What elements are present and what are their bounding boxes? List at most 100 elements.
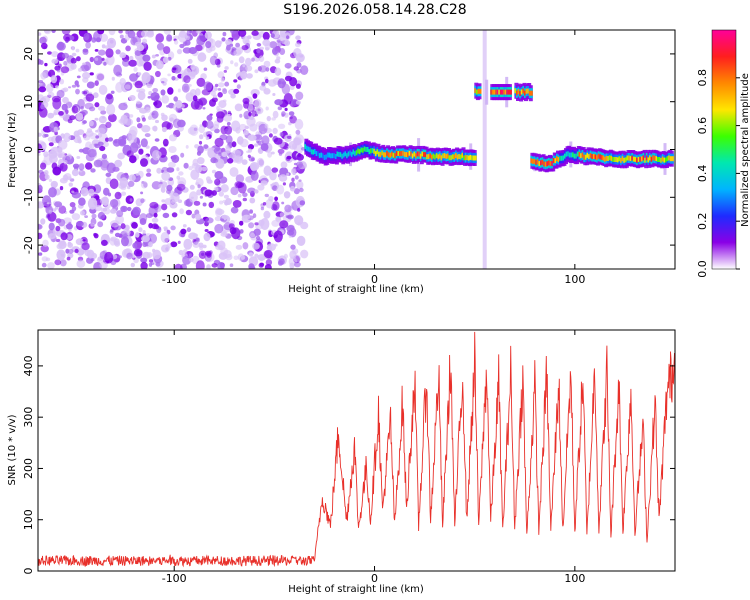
colorbar-tick-label: 0.2: [696, 212, 709, 230]
noise-blob: [110, 220, 120, 228]
noise-blob: [268, 133, 273, 138]
noise-blob: [44, 30, 52, 35]
noise-blob: [170, 241, 178, 248]
noise-blob: [203, 67, 208, 71]
noise-blob: [117, 152, 125, 160]
noise-blob: [287, 214, 294, 220]
noise-blob: [182, 255, 192, 265]
noise-blob: [211, 97, 218, 103]
noise-blob: [71, 169, 79, 177]
noise-blob: [286, 35, 290, 39]
noise-blob: [91, 213, 97, 219]
noise-blob: [246, 35, 252, 40]
noise-blob: [125, 45, 131, 52]
noise-blob: [217, 261, 225, 269]
noise-blob: [300, 249, 309, 259]
noise-blob: [94, 57, 99, 61]
noise-blob: [239, 229, 244, 234]
snr-y-tick-label: 0: [22, 568, 35, 575]
noise-blob: [252, 93, 258, 99]
noise-blob: [110, 208, 117, 214]
noise-blob: [278, 174, 288, 182]
noise-blob: [136, 58, 144, 67]
noise-blob: [247, 144, 255, 150]
noise-blob: [56, 249, 66, 261]
noise-blob: [99, 261, 108, 269]
noise-blob: [40, 245, 49, 253]
noise-blob: [193, 200, 201, 206]
noise-blob: [155, 262, 161, 267]
noise-blob: [167, 56, 172, 61]
noise-blob: [247, 148, 253, 153]
noise-blob: [93, 159, 103, 168]
noise-blob: [263, 165, 272, 176]
noise-blob: [70, 57, 77, 64]
noise-blob: [63, 60, 68, 66]
noise-blob: [106, 93, 113, 100]
noise-blob: [127, 30, 136, 39]
noise-blob: [105, 121, 112, 129]
noise-blob: [166, 34, 173, 42]
noise-blob: [101, 57, 105, 61]
noise-blob: [233, 49, 242, 56]
noise-blob: [205, 217, 214, 224]
noise-blob: [138, 227, 143, 233]
noise-blob: [39, 82, 43, 86]
noise-blob: [42, 239, 49, 247]
noise-blob: [197, 184, 201, 189]
noise-blob: [156, 42, 165, 51]
noise-blob: [114, 159, 123, 168]
noise-blob: [162, 56, 169, 64]
noise-blob: [44, 62, 48, 67]
noise-blob: [60, 66, 70, 74]
noise-blob: [292, 172, 296, 176]
noise-blob: [67, 176, 72, 181]
noise-blob: [263, 88, 271, 95]
noise-blob: [221, 214, 228, 220]
noise-blob: [57, 69, 61, 73]
noise-blob: [110, 229, 114, 233]
noise-blob: [293, 66, 299, 71]
noise-blob: [42, 195, 52, 207]
noise-blob: [287, 135, 292, 139]
noise-blob: [293, 48, 302, 58]
noise-blob: [245, 215, 251, 220]
noise-blob: [94, 102, 100, 108]
noise-blob: [140, 158, 148, 167]
noise-blob: [58, 140, 68, 150]
noise-blob: [269, 171, 277, 181]
noise-blob: [300, 65, 309, 75]
noise-blob: [293, 188, 300, 195]
noise-blob: [76, 129, 85, 136]
noise-blob: [119, 34, 124, 39]
noise-blob: [43, 151, 49, 158]
noise-blob: [85, 41, 91, 49]
noise-blob: [227, 158, 234, 164]
noise-blob: [217, 88, 222, 91]
noise-blob: [40, 218, 46, 225]
noise-blob: [76, 156, 81, 159]
noise-blob: [140, 198, 145, 204]
noise-blob: [277, 260, 284, 266]
noise-blob: [279, 48, 286, 55]
noise-blob: [278, 152, 283, 156]
noise-blob: [147, 96, 152, 99]
noise-blob: [76, 112, 84, 121]
noise-blob: [189, 89, 197, 97]
noise-blob: [235, 42, 241, 48]
noise-blob: [76, 220, 84, 227]
noise-blob: [220, 77, 225, 82]
noise-blob: [145, 172, 152, 177]
noise-blob: [122, 206, 126, 211]
noise-blob: [151, 54, 156, 59]
noise-blob: [224, 81, 230, 87]
noise-blob: [82, 239, 86, 242]
noise-blob: [48, 222, 55, 231]
noise-blob: [46, 202, 50, 205]
noise-blob: [166, 167, 175, 173]
noise-blob: [94, 80, 99, 86]
noise-blob: [111, 76, 115, 81]
noise-blob: [63, 132, 71, 143]
noise-blob: [273, 230, 283, 243]
